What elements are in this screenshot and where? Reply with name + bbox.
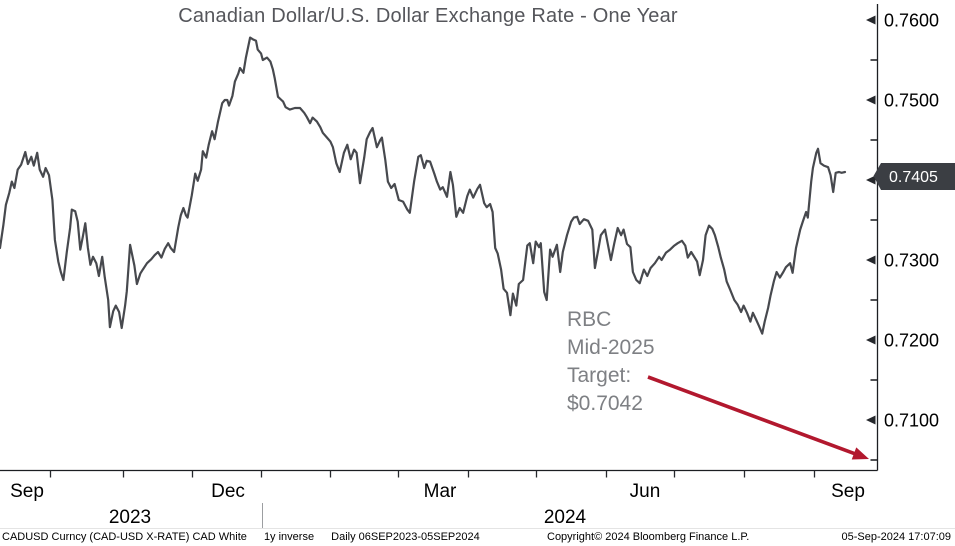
frequency-period: Daily 06SEP2023-05SEP2024 — [331, 531, 480, 543]
annotation-line: $0.7042 — [567, 392, 643, 415]
x-axis-year-label: 2023 — [109, 507, 151, 528]
security-descriptor: CADUSD Curncy (CAD-USD X-RATE) CAD White… — [2, 531, 494, 543]
chart-title: Canadian Dollar/U.S. Dollar Exchange Rat… — [178, 5, 678, 27]
y-axis-tick-label: 0.7200 — [884, 331, 939, 351]
annotation-line: RBC — [567, 308, 612, 331]
chart-timestamp: 05-Sep-2024 17:07:09 — [841, 531, 951, 543]
last-price-value: 0.7405 — [889, 169, 938, 186]
x-axis-month-label: Mar — [424, 481, 457, 502]
rbc-target-annotation: RBC Mid-2025 Target: $0.7042 — [567, 306, 655, 418]
range-setting: 1y inverse — [263, 531, 315, 543]
status-bar: CADUSD Curncy (CAD-USD X-RATE) CAD White… — [0, 528, 955, 546]
security-name: CADUSD Curncy (CAD-USD X-RATE) CAD White — [2, 531, 247, 543]
y-axis-major-tick — [866, 95, 876, 105]
x-axis-year-label: 2024 — [544, 507, 587, 528]
annotation-line: Target: — [567, 364, 632, 387]
y-axis-major-tick — [866, 255, 876, 265]
y-axis-tick-label: 0.7500 — [884, 91, 939, 111]
y-axis-major-tick — [866, 335, 876, 345]
target-arrow-shaft — [647, 375, 862, 458]
annotation-line: Mid-2025 — [567, 336, 655, 359]
price-line — [0, 36, 847, 335]
y-axis-tick-label: 0.7100 — [884, 411, 939, 431]
y-axis-major-tick — [866, 15, 876, 25]
x-axis-month-label: Sep — [10, 481, 44, 502]
target-arrow-head — [851, 447, 869, 460]
y-axis-tick-label: 0.7600 — [884, 11, 939, 31]
x-axis-month-label: Jun — [630, 481, 661, 502]
x-axis-month-label: Dec — [211, 481, 245, 502]
copyright-notice: Copyright© 2024 Bloomberg Finance L.P. — [547, 531, 750, 543]
y-axis-major-tick — [866, 175, 876, 185]
y-axis-major-tick — [866, 415, 876, 425]
x-axis-month-label: Sep — [831, 481, 865, 502]
last-price-badge — [873, 163, 955, 190]
y-axis-tick-label: 0.7300 — [884, 251, 939, 271]
